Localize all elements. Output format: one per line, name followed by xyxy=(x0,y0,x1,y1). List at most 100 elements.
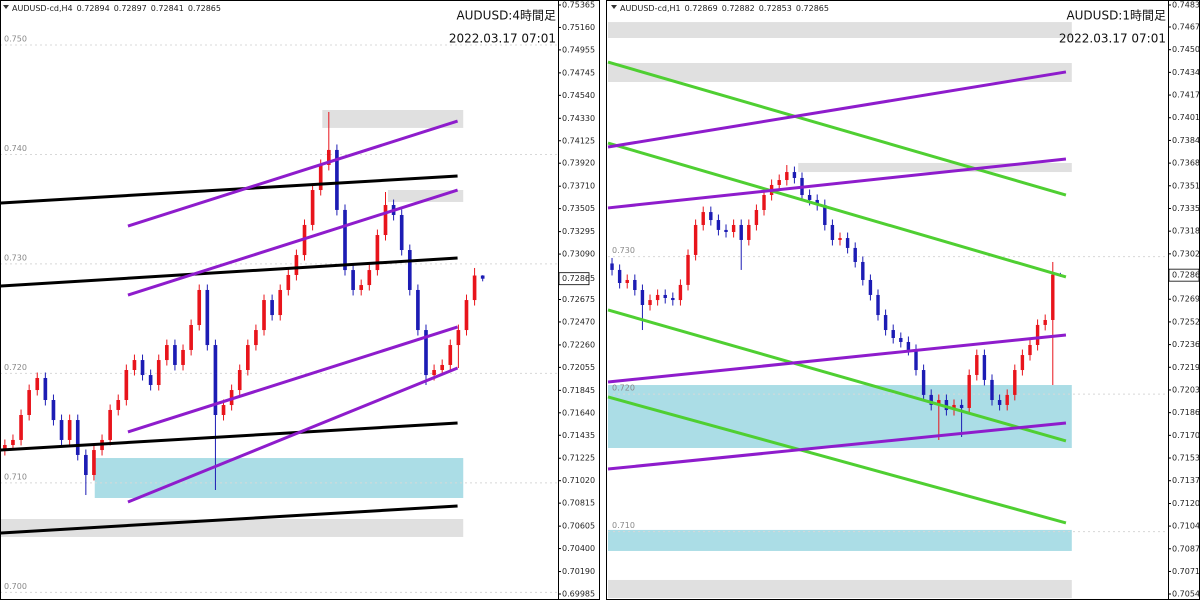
candle-body xyxy=(416,289,420,331)
candle-body xyxy=(335,149,339,210)
candle-body xyxy=(67,420,72,440)
candle-body xyxy=(899,337,903,342)
candle-body xyxy=(944,400,949,411)
level-label: 0.720 xyxy=(4,363,27,372)
candle-body xyxy=(937,400,941,405)
candle-body xyxy=(716,220,721,230)
candle-body xyxy=(861,261,865,280)
candle-body xyxy=(221,405,226,416)
y-tick-label: 0.73090 xyxy=(562,250,595,259)
candle-body xyxy=(777,180,781,185)
candle-body xyxy=(724,229,728,232)
candle-body xyxy=(197,289,202,326)
y-tick-label: 0.74745 xyxy=(562,68,595,77)
candle-body xyxy=(990,379,994,401)
candle-body xyxy=(359,285,364,290)
candle-body xyxy=(407,250,412,290)
menu-icon[interactable] xyxy=(3,5,9,9)
candle-body xyxy=(140,360,145,376)
level-label: 0.730 xyxy=(4,253,27,262)
trend-line xyxy=(607,333,1067,384)
candle-body xyxy=(648,300,652,305)
ohlc-value: 0.72869 xyxy=(685,4,718,13)
zone xyxy=(798,162,1072,173)
candle-body xyxy=(655,294,660,301)
y-tick-label: 0.70605 xyxy=(562,522,595,531)
ohlc-value: 0.72853 xyxy=(759,4,792,13)
candle-body xyxy=(43,377,48,401)
y-tick-label: 0.72260 xyxy=(562,340,595,349)
candle-body xyxy=(731,224,736,232)
candle-body xyxy=(663,294,667,298)
current-price-box xyxy=(558,272,590,286)
trend-line xyxy=(127,325,459,434)
ohlc-value: 0.72865 xyxy=(188,4,221,13)
candle-body xyxy=(830,224,835,240)
candle-body xyxy=(906,341,911,350)
y-tick-label: 0.70546 xyxy=(1172,590,1200,599)
candle-body xyxy=(762,195,766,210)
trend-line xyxy=(1,174,458,205)
candle-body xyxy=(982,355,987,380)
candle-body xyxy=(914,349,918,371)
y-tick-label: 0.71435 xyxy=(562,431,595,440)
y-tick-label: 0.71204 xyxy=(1172,499,1200,508)
candle-body xyxy=(35,377,40,391)
candle-body xyxy=(205,289,210,346)
y-tick-label: 0.74125 xyxy=(562,136,595,145)
candle-body xyxy=(975,355,979,375)
trend-line xyxy=(607,308,1067,443)
candle-body xyxy=(75,420,80,455)
candle-body xyxy=(148,375,153,386)
candle-body xyxy=(1035,324,1040,346)
candle-body xyxy=(959,404,964,408)
candle-body xyxy=(84,454,88,475)
candle-body xyxy=(625,279,629,284)
candle-body xyxy=(3,444,7,451)
current-price-box xyxy=(1168,268,1200,282)
candle-body xyxy=(310,190,315,225)
candle-body xyxy=(254,330,258,346)
candle-body xyxy=(383,205,388,236)
candle-body xyxy=(1005,394,1009,405)
candle-body xyxy=(270,300,274,316)
y-tick-label: 0.73845 xyxy=(1172,136,1200,145)
y-tick-label: 0.73185 xyxy=(1172,227,1200,236)
candle-body xyxy=(124,370,129,401)
candle-body xyxy=(1020,355,1025,371)
y-tick-label: 0.75160 xyxy=(562,23,595,32)
y-tick-label: 0.72195 xyxy=(1172,363,1200,372)
candle-body xyxy=(173,345,177,365)
trend-line xyxy=(607,60,1067,197)
symbol-header: AUDUSD-cd,H4 0.72894 0.72897 0.72841 0.72865 xyxy=(12,4,221,13)
candle-body xyxy=(678,284,683,301)
candle-body xyxy=(399,214,404,251)
chart-subtitle: 2022.03.17 07:01 xyxy=(449,32,556,46)
y-tick-label: 0.73295 xyxy=(562,227,595,236)
zone xyxy=(608,385,1072,448)
zone xyxy=(1,519,464,537)
current-price-label: 0.72865 xyxy=(562,274,595,283)
candle-body xyxy=(739,224,743,240)
candle-body xyxy=(815,199,819,206)
candle-body xyxy=(838,238,842,240)
trend-line xyxy=(1,421,458,452)
candle-body xyxy=(876,294,880,316)
level-label: 0.710 xyxy=(612,521,635,530)
candle-body xyxy=(343,209,347,271)
candle-body xyxy=(701,212,705,225)
candle-body xyxy=(792,172,797,178)
ohlc-value: 0.72841 xyxy=(151,4,184,13)
y-tick-label: 0.71225 xyxy=(562,454,595,463)
y-tick-label: 0.74175 xyxy=(1172,91,1200,100)
y-tick-label: 0.72525 xyxy=(1172,317,1200,326)
menu-icon[interactable] xyxy=(611,5,617,9)
y-tick-label: 0.73505 xyxy=(562,204,595,213)
zone xyxy=(387,190,464,202)
candle-body xyxy=(883,315,888,331)
